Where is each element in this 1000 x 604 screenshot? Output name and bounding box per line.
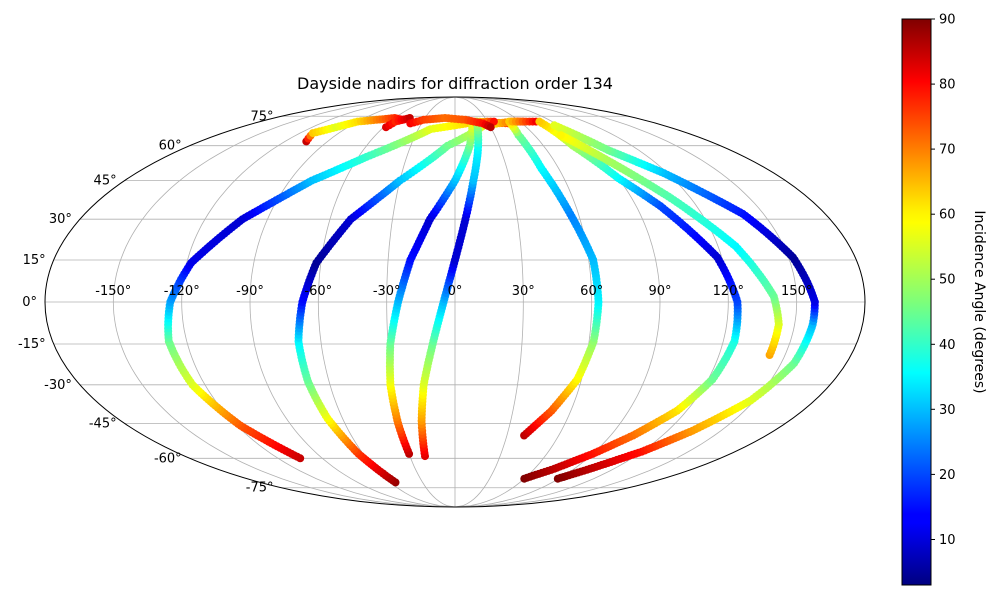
colorbar-ticks: 10 20 30 40 50 60 70 80 90: [931, 13, 956, 548]
y-tick-label: 0°: [22, 295, 37, 310]
x-tick-label: 30°: [512, 284, 535, 299]
colorbar-tick-label: 90: [939, 13, 956, 28]
scatter-points: [164, 114, 819, 487]
data-point: [556, 131, 565, 140]
x-tick-label: 90°: [648, 284, 671, 299]
x-tick-label: 60°: [580, 284, 603, 299]
colorbar: 10 20 30 40 50 60 70 80 90 Incidence Angle (degr…: [901, 13, 987, 586]
y-tick-label: -60°: [154, 451, 182, 466]
x-tick-label: 0°: [448, 284, 463, 299]
plot-boundary: [44, 96, 866, 508]
data-point: [486, 123, 495, 132]
x-tick-label: -60°: [304, 284, 332, 299]
y-tick-label: 75°: [250, 109, 273, 124]
y-tick-labels: 75° 60° 45° 30° 15° 0° -15° -30° -45° -60° -75°: [18, 109, 274, 495]
colorbar-tick-label: 60: [939, 208, 956, 223]
y-tick-label: -15°: [18, 337, 46, 352]
data-point: [550, 121, 559, 130]
chart-title: Dayside nadirs for diffraction order 134: [297, 74, 613, 93]
y-tick-label: 15°: [23, 253, 46, 268]
x-tick-label: -30°: [373, 284, 401, 299]
colorbar-tick-label: 70: [939, 143, 956, 158]
colorbar-tick-label: 50: [939, 273, 956, 288]
x-tick-label: 120°: [713, 284, 744, 299]
x-tick-labels: -150° -120° -90° -60° -30° 0° 30° 60° 90° 120° 150…: [95, 284, 812, 299]
colorbar-tick-label: 40: [939, 338, 956, 353]
y-tick-label: -75°: [246, 481, 274, 496]
y-tick-label: 60°: [159, 139, 182, 154]
colorbar-tick-label: 10: [939, 533, 956, 548]
data-point: [535, 117, 544, 126]
y-tick-label: -30°: [44, 378, 72, 393]
x-tick-label: -120°: [164, 284, 200, 299]
y-tick-label: 45°: [94, 174, 117, 189]
colorbar-gradient: [901, 18, 932, 586]
y-tick-label: -45°: [89, 416, 117, 431]
colorbar-tick-label: 30: [939, 403, 956, 418]
x-tick-label: -150°: [95, 284, 131, 299]
colorbar-tick-label: 80: [939, 78, 956, 93]
colorbar-tick-label: 20: [939, 468, 956, 483]
x-tick-label: -90°: [236, 284, 264, 299]
x-tick-label: 150°: [781, 284, 812, 299]
colorbar-label: Incidence Angle (degrees): [971, 210, 987, 393]
y-tick-label: 30°: [49, 212, 72, 227]
